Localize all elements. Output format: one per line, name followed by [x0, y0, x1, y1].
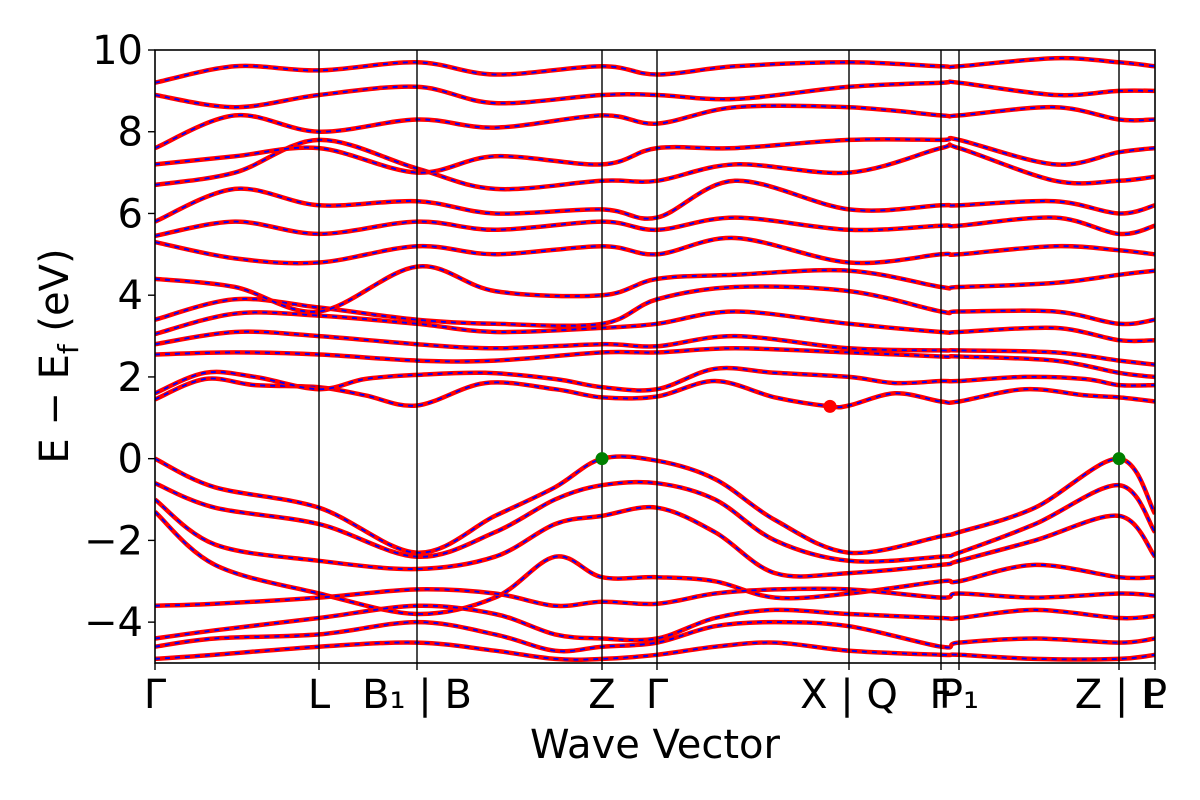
- x-tick-label-2: B₁ | B: [362, 672, 472, 718]
- band-8-blue: [155, 216, 1155, 237]
- band-21-red: [155, 619, 1155, 654]
- band-7-blue: [155, 237, 1155, 265]
- y-tick-label-3: 2: [118, 355, 143, 401]
- y-tick-label-0: −4: [84, 600, 143, 646]
- x-tick-label-4: Γ: [646, 672, 669, 718]
- band-11-blue: [155, 137, 1155, 174]
- y-tick-label-7: 10: [92, 28, 143, 74]
- y-tick-label-1: −2: [84, 518, 143, 564]
- marker-cbm-2: [823, 399, 837, 413]
- kpoint-lines-group: [318, 50, 1120, 663]
- band-17-red: [155, 497, 1155, 579]
- x-tick-label-5: X | Q: [800, 672, 898, 718]
- y-axis-title-sub: f: [52, 343, 85, 354]
- y-tick-label-6: 8: [118, 110, 143, 156]
- x-axis-title: Wave Vector: [530, 722, 781, 768]
- y-tick-label-2: 0: [118, 437, 143, 483]
- band-22-blue: [155, 641, 1155, 661]
- y-tick-label-5: 6: [118, 191, 143, 237]
- x-tick-label-9: P: [1143, 672, 1167, 718]
- x-tick-label-3: Z: [588, 672, 615, 718]
- band-2-blue: [155, 347, 1155, 378]
- band-19-blue: [155, 587, 1155, 607]
- band-1-blue: [155, 367, 1155, 395]
- x-tick-label-6: F: [929, 672, 952, 718]
- band-15-blue: [155, 455, 1155, 554]
- x-tick-label-7: P₁: [939, 672, 979, 718]
- plot-frame: [154, 49, 1156, 664]
- marker-vbm-1: [1112, 452, 1126, 466]
- band-6-red: [155, 264, 1155, 315]
- band-16-blue: [155, 481, 1155, 563]
- markers-group: [595, 399, 1126, 466]
- band-10-blue: [155, 138, 1155, 191]
- x-tick-label-1: L: [308, 672, 331, 718]
- y-tick-label-4: 4: [118, 273, 143, 319]
- band-4-blue: [155, 310, 1155, 342]
- band-3-blue: [155, 330, 1155, 366]
- bands-group: [155, 55, 1155, 662]
- marker-vbm-0: [595, 452, 609, 466]
- y-axis: −4 −2 0 2 4 6 8 10: [84, 28, 155, 646]
- x-tick-label-8: Z | L: [1075, 672, 1164, 718]
- y-axis-title-unit: (eV): [32, 248, 78, 344]
- y-axis-title: E − Ef (eV): [32, 248, 85, 463]
- y-axis-title-main: E − E: [32, 354, 78, 464]
- x-tick-label-0: Γ: [144, 672, 167, 718]
- band-20-blue: [155, 604, 1155, 642]
